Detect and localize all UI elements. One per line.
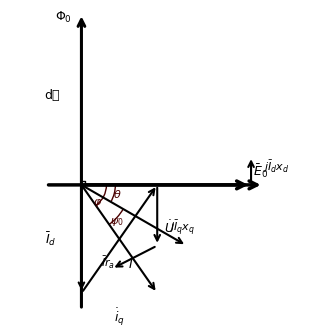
Text: $\bar{E}_0$: $\bar{E}_0$ bbox=[253, 163, 268, 180]
Text: $\dot{U}$: $\dot{U}$ bbox=[164, 219, 174, 236]
Text: $\bar{I}_d$: $\bar{I}_d$ bbox=[45, 230, 56, 248]
Text: $\dot{i}_q$: $\dot{i}_q$ bbox=[114, 306, 125, 328]
Text: $j\bar{I}_d x_d$: $j\bar{I}_d x_d$ bbox=[263, 159, 289, 175]
Text: $j\bar{I}_q x_q$: $j\bar{I}_q x_q$ bbox=[169, 218, 195, 237]
Text: $\psi_0$: $\psi_0$ bbox=[110, 216, 124, 228]
Text: d轴: d轴 bbox=[44, 89, 60, 102]
Text: $\varphi$: $\varphi$ bbox=[93, 197, 102, 209]
Text: $\Phi_0$: $\Phi_0$ bbox=[55, 10, 72, 25]
Text: $\bar{I}r_a$: $\bar{I}r_a$ bbox=[101, 255, 115, 271]
Text: $\dot{I}$: $\dot{I}$ bbox=[128, 255, 133, 272]
Text: $\theta$: $\theta$ bbox=[113, 188, 122, 200]
